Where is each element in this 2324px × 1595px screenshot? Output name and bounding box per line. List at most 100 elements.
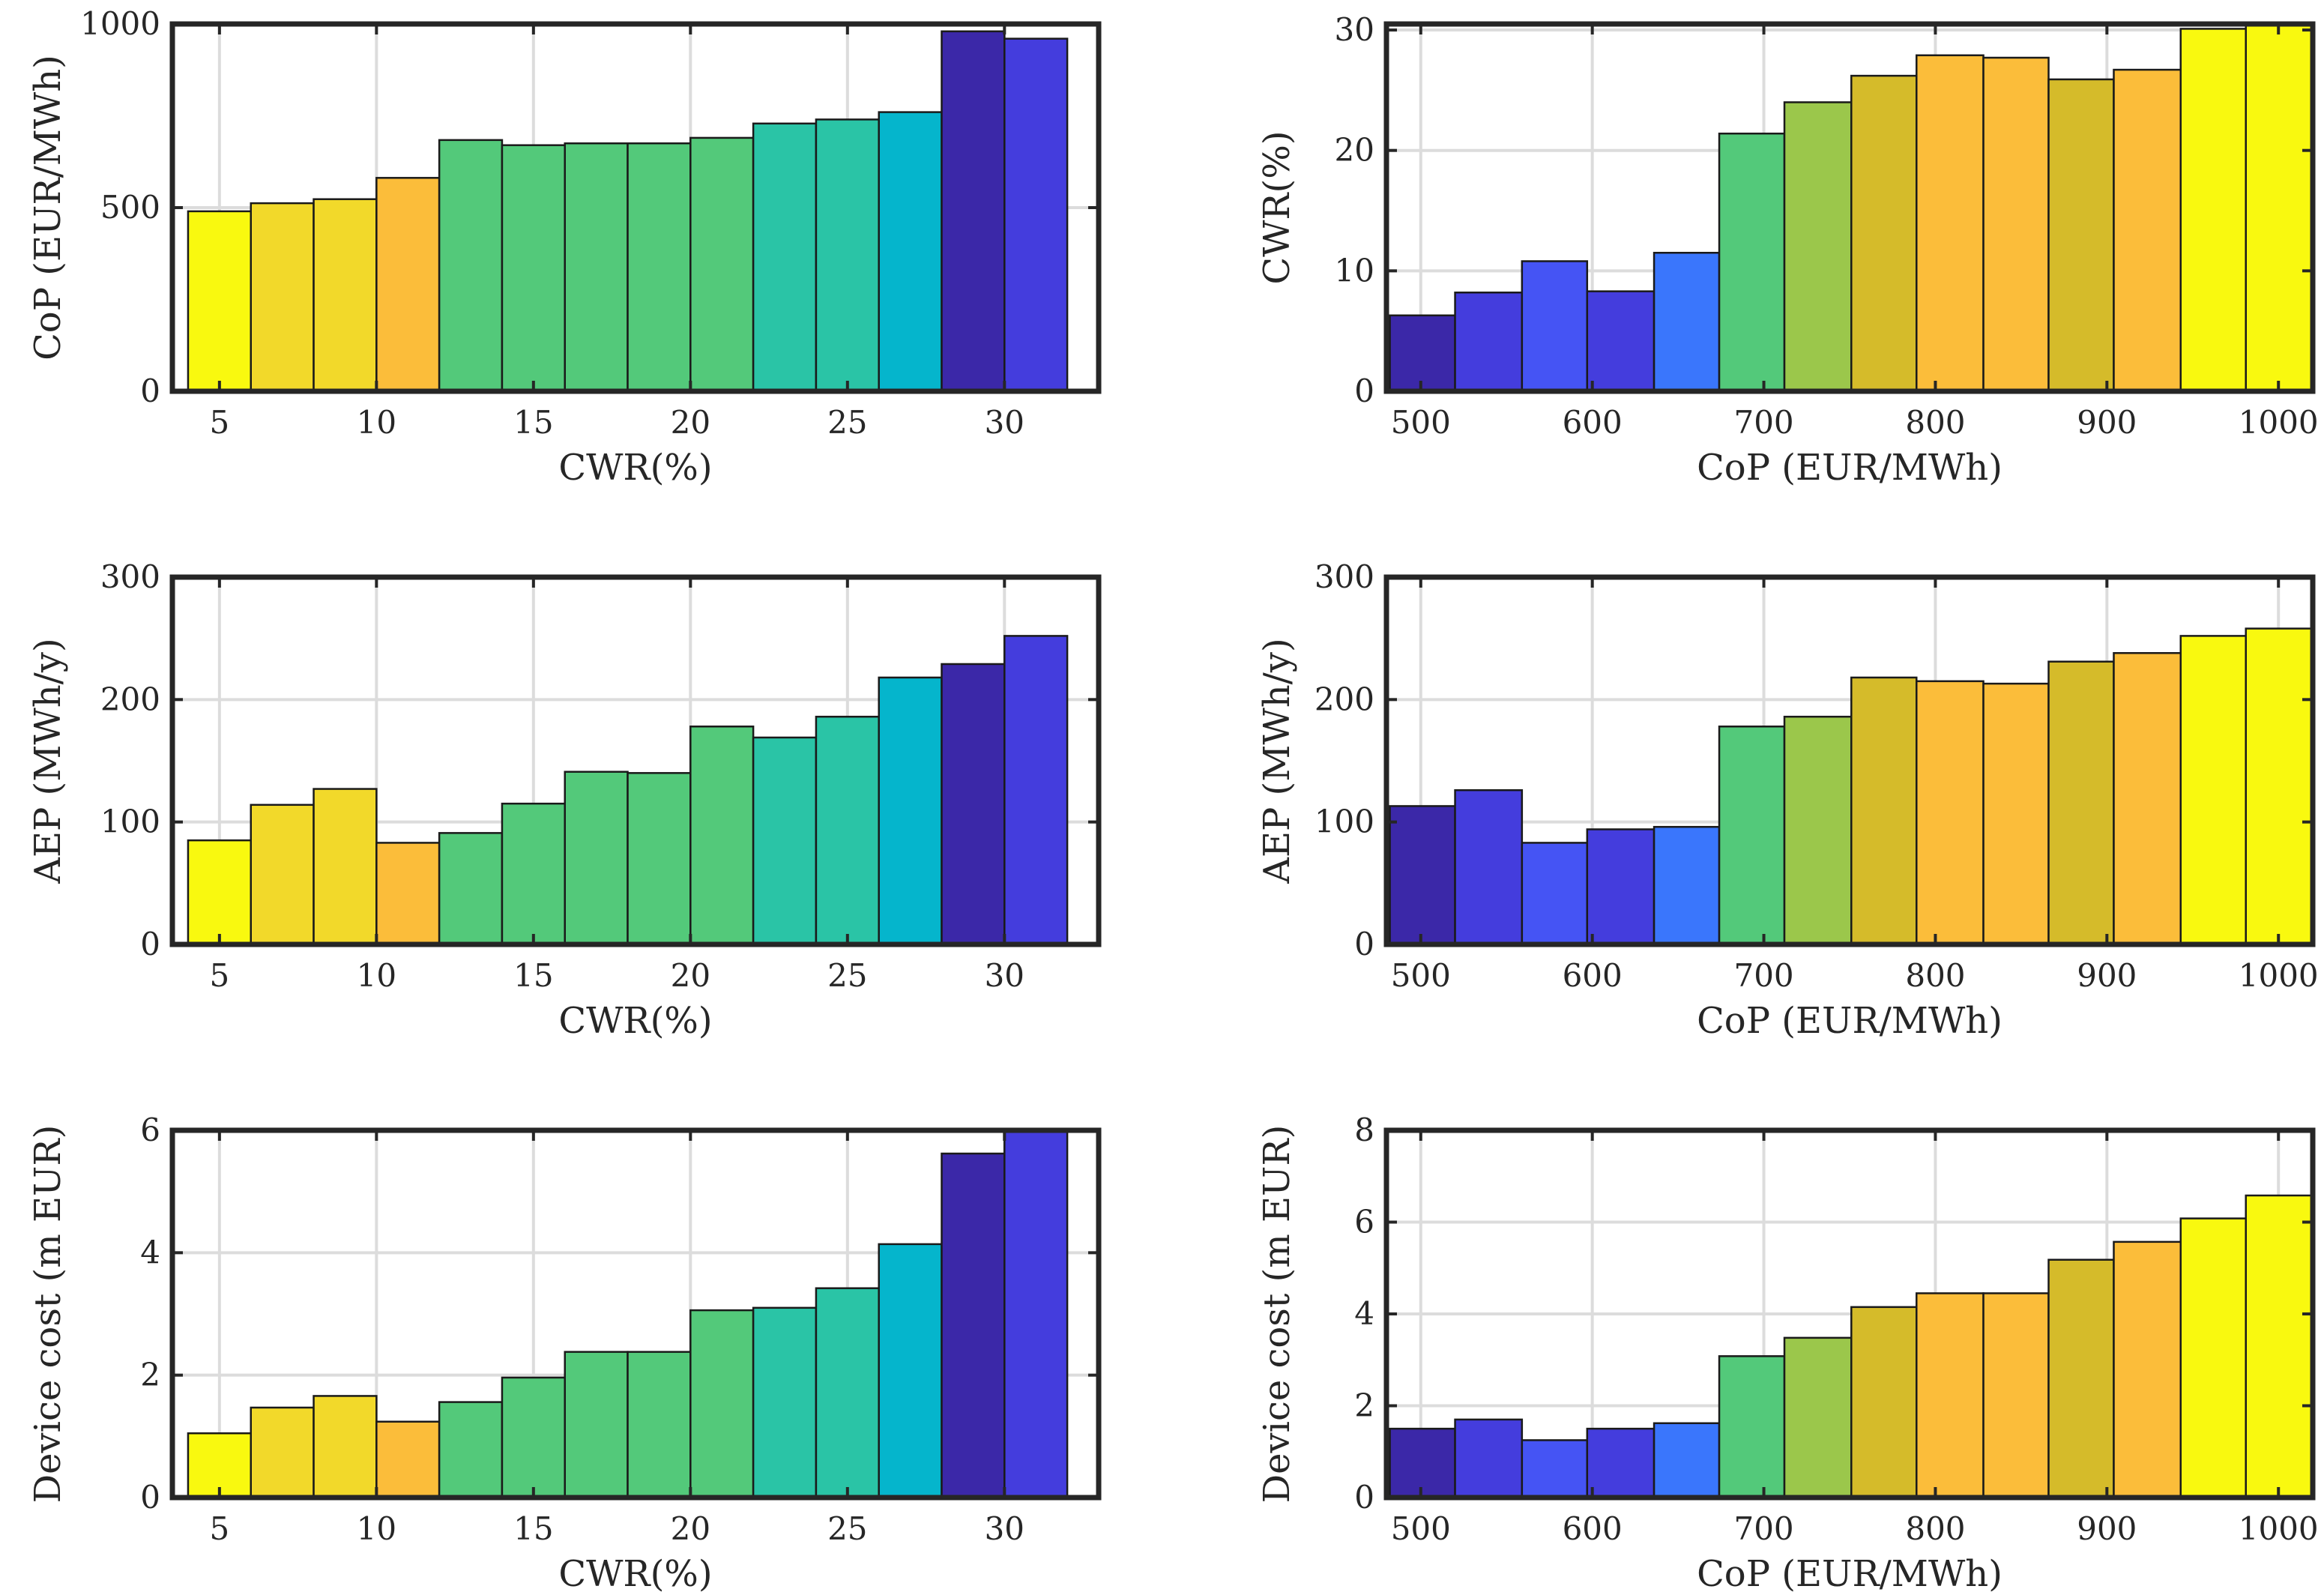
bar-8 xyxy=(627,142,692,391)
y-tick-label: 200 xyxy=(100,681,160,717)
x-tick-label: 600 xyxy=(1563,1510,1623,1547)
bar-13 xyxy=(2179,28,2247,391)
y-tick-label: 100 xyxy=(1315,803,1374,840)
bars xyxy=(1389,24,2313,391)
bar-5 xyxy=(438,832,504,944)
x-tick-label: 600 xyxy=(1563,404,1623,441)
bar-8 xyxy=(1850,1306,1918,1498)
axes-frame xyxy=(169,574,1102,947)
bar-7 xyxy=(564,1351,629,1498)
bar-1 xyxy=(1389,314,1456,391)
x-axis-label: CWR(%) xyxy=(558,1553,712,1595)
bars xyxy=(187,1130,1069,1498)
y-tick-label: 10 xyxy=(1335,252,1374,289)
bar-13 xyxy=(941,663,1006,944)
bar-7 xyxy=(1783,101,1853,391)
x-tick-label: 5 xyxy=(209,1510,229,1547)
y-axis-label: CoP (EUR/MWh) xyxy=(27,55,69,361)
x-tick-label: 30 xyxy=(985,957,1024,994)
x-tick-label: 800 xyxy=(1905,404,1965,441)
bar-11 xyxy=(2047,1258,2115,1498)
chart-cop-vs-cwr: 5 10 15 20 25 30 0 500 1000 CWR(%) CoP (EUR/MWh) xyxy=(27,5,1102,489)
bar-14 xyxy=(1003,635,1069,944)
bar-9 xyxy=(689,136,755,391)
y-tick-label: 0 xyxy=(140,926,160,962)
bar-6 xyxy=(1718,726,1786,944)
axes-frame xyxy=(1383,574,2316,947)
bar-9 xyxy=(689,1309,755,1498)
bar-11 xyxy=(815,715,880,944)
y-tick-label: 1000 xyxy=(80,5,160,42)
y-tick-label: 300 xyxy=(100,558,160,595)
y-axis-label: AEP (MWh/y) xyxy=(1256,638,1298,884)
x-tick-label: 10 xyxy=(357,957,396,994)
x-tick-label: 900 xyxy=(2077,404,2137,441)
ticks: 500 600 700 800 900 1000 0 100 200 300 xyxy=(1315,558,2319,994)
chart-aep-vs-cop: 500 600 700 800 900 1000 0 100 200 300 CoP (EUR/MW… xyxy=(1256,558,2319,1042)
x-tick-label: 1000 xyxy=(2239,404,2319,441)
ticks: 5 10 15 20 25 30 0 500 1000 xyxy=(80,5,1099,441)
bar-9 xyxy=(1916,1292,1985,1498)
bar-3 xyxy=(313,788,378,944)
x-tick-label: 1000 xyxy=(2239,1510,2319,1547)
bar-8 xyxy=(1850,74,1918,391)
bar-2 xyxy=(1454,1418,1524,1498)
bar-13 xyxy=(941,1152,1006,1498)
bar-3 xyxy=(1521,260,1589,391)
bar-6 xyxy=(501,802,566,944)
x-tick-label: 500 xyxy=(1391,404,1451,441)
bar-10 xyxy=(1982,1292,2050,1498)
bar-4 xyxy=(1586,828,1656,944)
ticks: 500 600 700 800 900 1000 0 10 20 30 xyxy=(1335,11,2319,441)
x-tick-label: 20 xyxy=(671,1510,710,1547)
bar-2 xyxy=(250,202,315,391)
x-tick-label: 500 xyxy=(1391,1510,1451,1547)
bar-11 xyxy=(2047,78,2115,391)
bar-5 xyxy=(1653,251,1721,391)
bar-9 xyxy=(689,726,755,944)
bar-8 xyxy=(627,772,692,944)
y-tick-label: 300 xyxy=(1315,558,1374,595)
ticks: 500 600 700 800 900 1000 0 2 4 6 8 xyxy=(1354,1112,2318,1547)
x-tick-label: 700 xyxy=(1733,957,1793,994)
bar-12 xyxy=(2113,652,2182,944)
x-tick-label: 700 xyxy=(1733,404,1793,441)
bar-4 xyxy=(375,842,441,944)
bar-2 xyxy=(250,1406,315,1498)
bar-6 xyxy=(1718,132,1786,391)
x-tick-label: 5 xyxy=(209,404,229,441)
bar-7 xyxy=(564,142,629,391)
x-tick-label: 10 xyxy=(357,404,396,441)
bar-2 xyxy=(1454,789,1524,944)
y-axis-label: CWR(%) xyxy=(1256,130,1298,284)
bar-1 xyxy=(1389,805,1456,944)
bar-10 xyxy=(752,122,818,391)
bar-14 xyxy=(1003,37,1069,391)
bar-3 xyxy=(313,198,378,391)
bar-9 xyxy=(1916,680,1985,944)
bar-12 xyxy=(2113,1240,2182,1498)
x-tick-label: 5 xyxy=(209,957,229,994)
chart-cwr-vs-cop: 500 600 700 800 900 1000 0 10 20 30 CoP (EUR/MWh) C… xyxy=(1256,11,2319,489)
x-tick-label: 900 xyxy=(2077,957,2137,994)
y-axis-label: Device cost (m EUR) xyxy=(1256,1125,1298,1504)
y-tick-label: 30 xyxy=(1335,11,1374,48)
bar-4 xyxy=(375,177,441,391)
axes-frame xyxy=(1383,21,2316,394)
x-tick-label: 15 xyxy=(513,404,553,441)
bar-3 xyxy=(1521,1439,1589,1498)
bar-14 xyxy=(2245,1194,2313,1498)
bar-6 xyxy=(501,144,566,391)
bar-10 xyxy=(1982,682,2050,944)
bar-1 xyxy=(187,1432,252,1498)
y-tick-label: 0 xyxy=(1354,1479,1374,1516)
bar-5 xyxy=(438,1401,504,1498)
bar-1 xyxy=(187,210,252,391)
bar-7 xyxy=(1783,715,1853,944)
bar-7 xyxy=(1783,1336,1853,1498)
bar-8 xyxy=(1850,676,1918,944)
bar-13 xyxy=(2179,635,2247,944)
bar-13 xyxy=(941,30,1006,391)
